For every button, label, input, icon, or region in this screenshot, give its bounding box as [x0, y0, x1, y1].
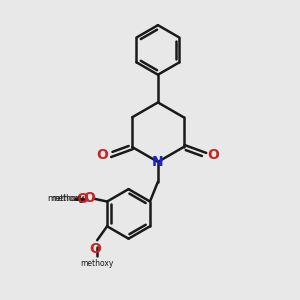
Text: methoxy: methoxy: [80, 260, 114, 268]
Text: O: O: [89, 242, 101, 256]
Text: O: O: [76, 191, 88, 206]
Text: O: O: [83, 190, 95, 205]
Text: methoxy: methoxy: [51, 194, 84, 203]
Text: O: O: [97, 148, 108, 162]
Text: methoxy: methoxy: [47, 194, 84, 203]
Text: N: N: [152, 155, 164, 169]
Text: O: O: [208, 148, 219, 162]
